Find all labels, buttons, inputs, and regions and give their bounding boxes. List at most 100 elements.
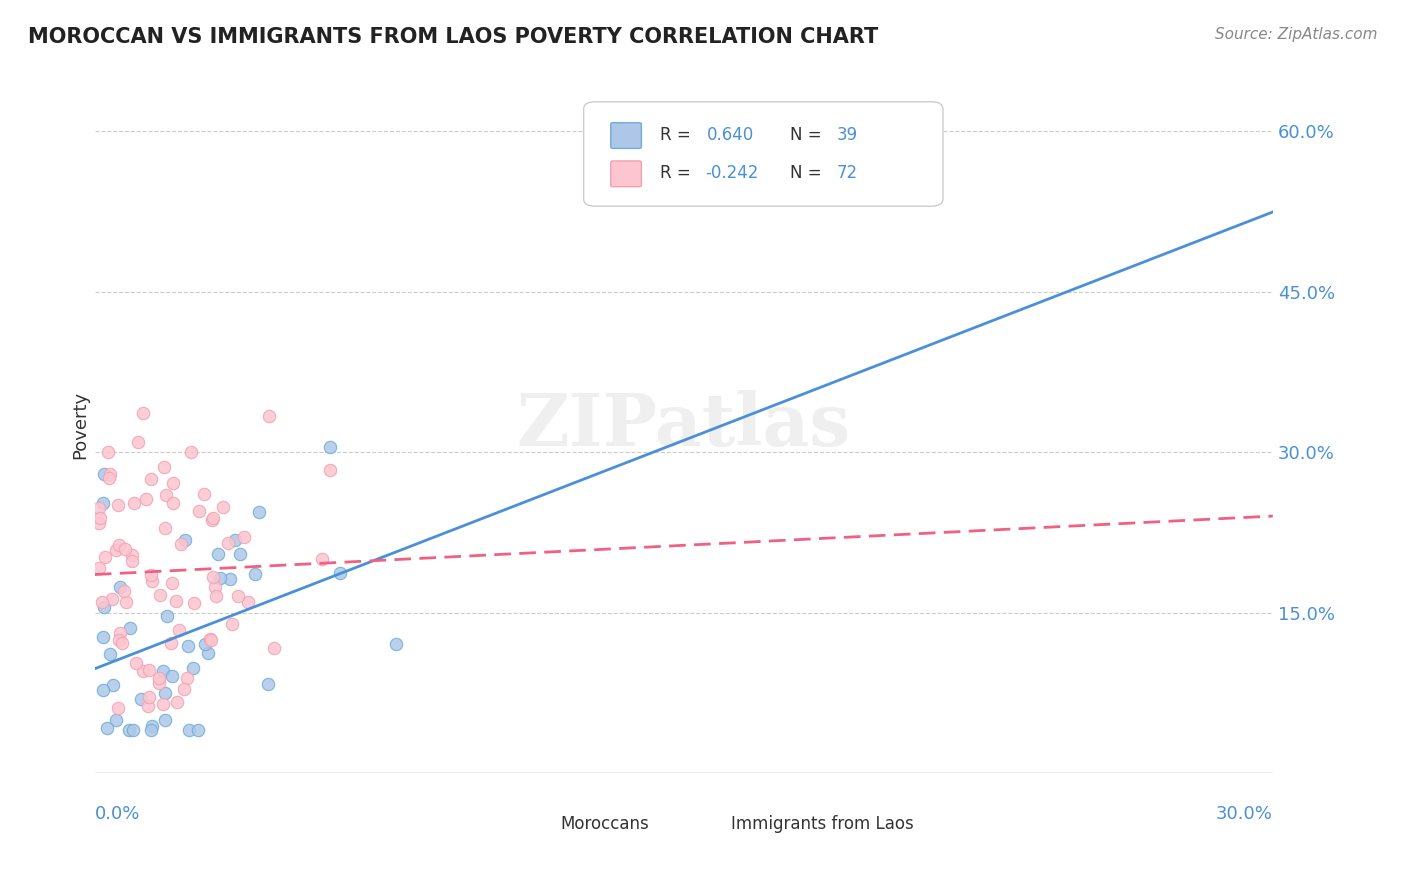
Point — [176, 671, 198, 685]
Point — [141, 719, 163, 733]
Y-axis label: Poverty: Poverty — [72, 392, 89, 459]
Point — [319, 441, 342, 455]
Point — [100, 592, 122, 607]
Point — [193, 487, 215, 501]
Point — [93, 599, 115, 614]
Point — [319, 463, 342, 477]
Point — [236, 595, 259, 609]
Point — [228, 548, 250, 562]
Text: MOROCCAN VS IMMIGRANTS FROM LAOS POVERTY CORRELATION CHART: MOROCCAN VS IMMIGRANTS FROM LAOS POVERTY… — [28, 27, 879, 46]
Point — [311, 552, 333, 566]
Point — [97, 471, 120, 485]
Point — [91, 496, 114, 510]
Point — [115, 594, 138, 608]
Point — [98, 467, 121, 482]
Point — [139, 472, 162, 486]
Point — [201, 570, 224, 584]
Point — [179, 723, 201, 738]
Point — [233, 530, 256, 544]
Point — [108, 580, 131, 594]
Point — [257, 677, 280, 691]
FancyBboxPatch shape — [610, 123, 641, 148]
Point — [87, 561, 110, 575]
FancyBboxPatch shape — [583, 102, 943, 206]
Text: -0.242: -0.242 — [704, 164, 758, 183]
Point — [155, 488, 177, 502]
Point — [122, 496, 145, 510]
Point — [108, 626, 131, 640]
Point — [204, 580, 226, 594]
Text: 39: 39 — [837, 126, 858, 145]
Point — [162, 495, 184, 509]
Point — [108, 633, 131, 648]
Point — [183, 661, 205, 675]
Point — [162, 476, 184, 491]
Point — [96, 722, 118, 736]
Point — [141, 568, 163, 582]
Point — [93, 550, 115, 565]
Point — [207, 547, 229, 561]
Point — [105, 543, 128, 558]
Point — [160, 575, 183, 590]
Point — [166, 594, 188, 608]
FancyBboxPatch shape — [516, 815, 557, 835]
Text: 0.0%: 0.0% — [94, 805, 141, 822]
Point — [160, 636, 183, 650]
Point — [187, 723, 209, 738]
Text: R =: R = — [661, 164, 696, 183]
Text: Immigrants from Laos: Immigrants from Laos — [731, 815, 914, 833]
Point — [90, 595, 112, 609]
Point — [148, 671, 170, 685]
Point — [155, 521, 177, 535]
Point — [132, 405, 155, 419]
Point — [194, 637, 217, 651]
Point — [111, 636, 134, 650]
Text: 0.640: 0.640 — [707, 126, 755, 145]
Point — [209, 571, 232, 585]
Point — [107, 498, 129, 512]
Point — [245, 567, 267, 582]
Point — [180, 445, 202, 459]
Text: Moroccans: Moroccans — [560, 815, 648, 833]
Point — [118, 723, 141, 738]
Text: R =: R = — [661, 126, 696, 145]
Point — [174, 533, 197, 548]
Point — [219, 572, 242, 586]
Point — [132, 664, 155, 678]
Point — [228, 589, 250, 603]
Point — [200, 632, 222, 647]
Point — [148, 588, 170, 602]
Point — [91, 631, 114, 645]
Point — [121, 548, 143, 562]
Point — [177, 639, 200, 653]
Point — [136, 698, 159, 713]
Point — [263, 641, 285, 656]
Point — [98, 647, 121, 661]
Text: 30.0%: 30.0% — [1216, 805, 1272, 822]
Point — [118, 621, 141, 635]
Point — [87, 516, 110, 530]
Point — [108, 538, 131, 552]
FancyBboxPatch shape — [688, 815, 727, 835]
Text: ZIPatlas: ZIPatlas — [517, 390, 851, 461]
Text: N =: N = — [790, 126, 827, 145]
Point — [202, 511, 225, 525]
Point — [221, 616, 243, 631]
Point — [187, 504, 209, 518]
Point — [201, 513, 224, 527]
Point — [156, 609, 179, 624]
Point — [183, 597, 205, 611]
Point — [257, 409, 280, 424]
Point — [141, 574, 163, 588]
Point — [139, 723, 162, 738]
Point — [87, 500, 110, 515]
Point — [200, 632, 222, 646]
Point — [152, 665, 174, 679]
Point — [167, 623, 190, 637]
Point — [135, 492, 157, 507]
FancyBboxPatch shape — [610, 161, 641, 186]
Point — [155, 713, 177, 727]
Point — [173, 681, 195, 696]
Point — [160, 669, 183, 683]
Point — [138, 663, 160, 677]
